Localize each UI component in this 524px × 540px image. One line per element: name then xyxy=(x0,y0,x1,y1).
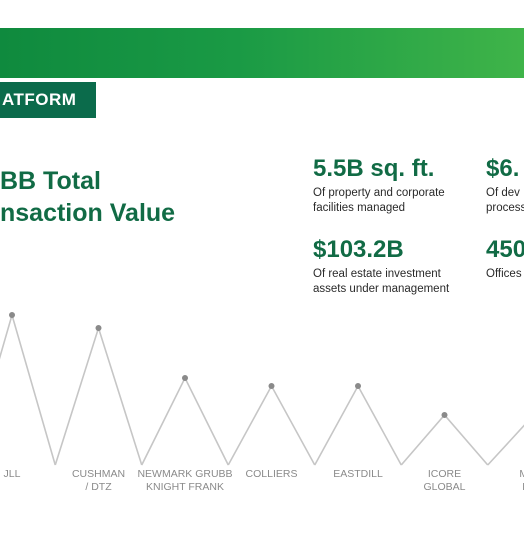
peak-line xyxy=(314,384,402,466)
data-point xyxy=(441,412,448,418)
peak-line xyxy=(400,413,489,466)
data-point xyxy=(355,383,361,389)
stat-value: $103.2B xyxy=(313,236,404,263)
total-transaction-value: BB Total nsaction Value xyxy=(0,165,175,229)
platform-label: ATFORM xyxy=(2,90,77,109)
x-tick-label: COLLIERS xyxy=(246,468,298,480)
stat-desc-line-2: facilities managed xyxy=(313,202,406,214)
ranking-chart: JLL CUSHMAN / DTZ NEWMARK GRUBB KNIGHT FRANK… xyxy=(0,312,524,493)
data-point xyxy=(268,383,275,389)
peak-line xyxy=(487,424,524,466)
stat-value: 450 xyxy=(486,236,524,263)
total-line-2: nsaction Value xyxy=(0,199,176,227)
peak-line xyxy=(227,384,316,466)
stat-offices: 450 Offices xyxy=(486,236,524,282)
data-point xyxy=(9,312,15,318)
x-tick-label: MARMIL xyxy=(519,468,524,493)
x-tick-label: CUSHMAN / DTZ xyxy=(72,468,125,493)
stat-desc-line-2: assets under management xyxy=(313,283,450,295)
x-tick-label: EASTDILL xyxy=(333,468,383,480)
stat-desc-line-1: Of property and corporate xyxy=(313,187,445,199)
stat-value: 5.5B sq. ft. xyxy=(313,155,435,182)
stat-desc-line-2: process xyxy=(486,202,524,214)
peak-line xyxy=(141,376,229,466)
x-tick-label: ICORE GLOBAL xyxy=(423,468,465,493)
peak-line xyxy=(0,312,57,466)
data-point xyxy=(182,375,188,381)
stat-desc-line-1: Offices xyxy=(486,268,522,280)
data-point xyxy=(95,325,102,331)
stat-square-feet: 5.5B sq. ft. Of property and corporate f… xyxy=(313,155,445,216)
platform-tag: ATFORM xyxy=(0,82,96,118)
x-tick-label: JLL xyxy=(4,468,21,480)
header-banner xyxy=(0,28,524,78)
stat-development: $6. Of dev process xyxy=(486,155,524,216)
peak-line xyxy=(54,325,143,466)
total-line-1: BB Total xyxy=(0,167,101,195)
stat-desc-line-1: Of real estate investment xyxy=(313,268,441,280)
x-tick-label: NEWMARK GRUBB KNIGHT FRANK xyxy=(137,468,232,493)
stat-aum: $103.2B Of real estate investment assets… xyxy=(313,236,449,297)
stat-value: $6. xyxy=(486,155,520,182)
stat-desc-line-1: Of dev xyxy=(486,187,520,199)
